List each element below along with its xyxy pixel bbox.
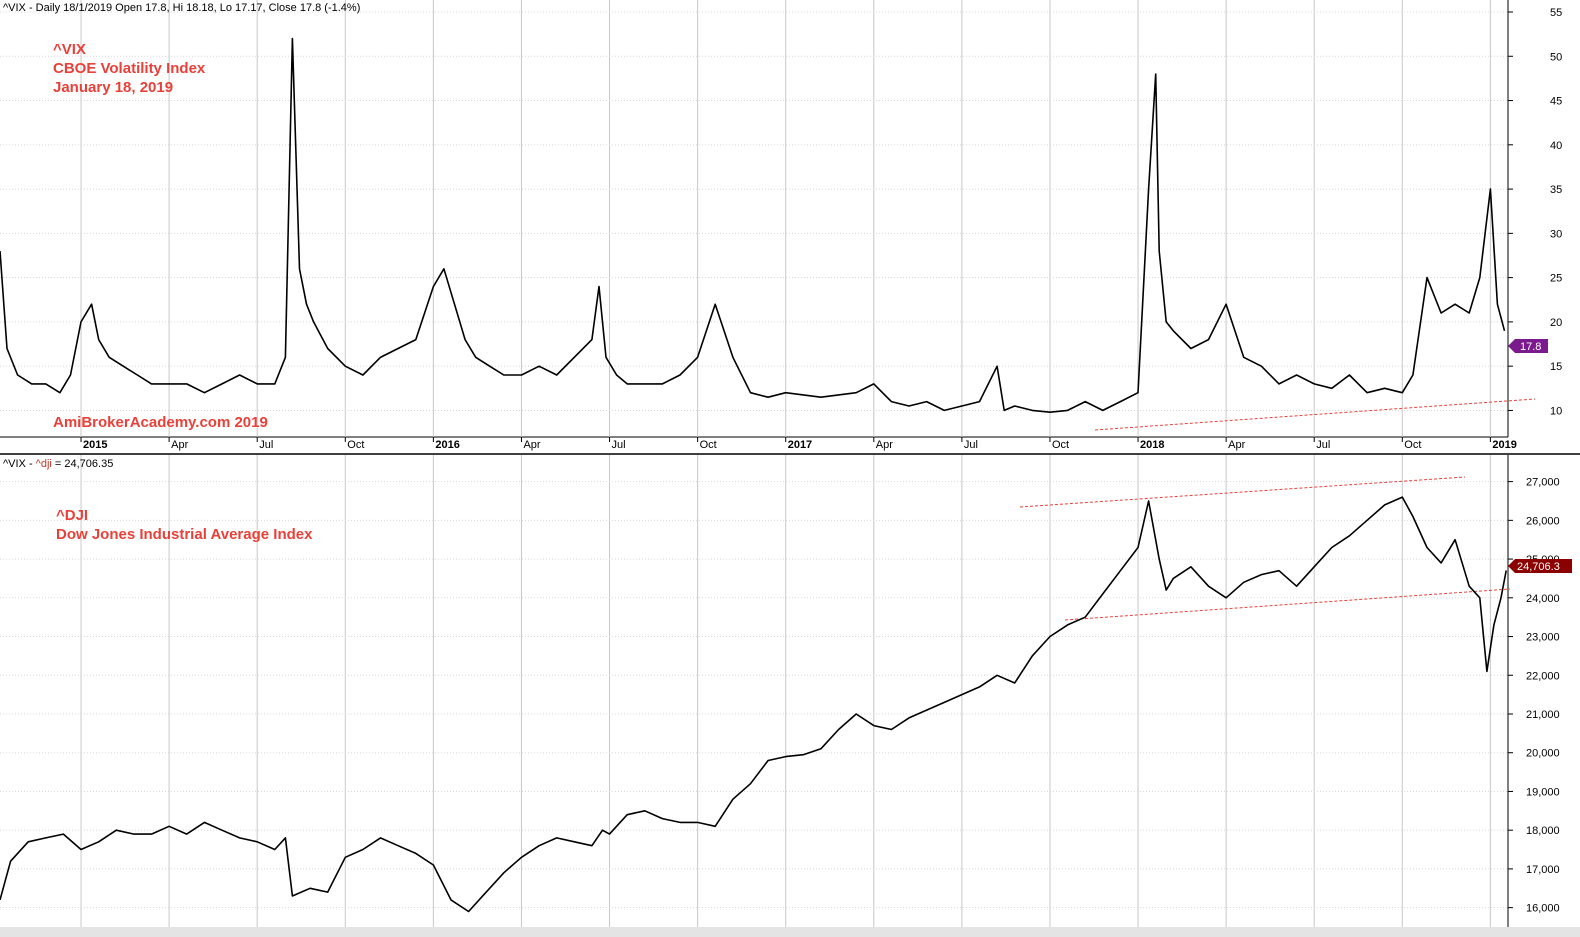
dji-support-trendline — [1064, 588, 1511, 621]
date-tick-label: Jul — [259, 439, 273, 451]
dji-series — [0, 496, 1507, 913]
dji-annotation-ticker: ^DJI — [56, 507, 88, 524]
dji-header-value: = 24,706.35 — [52, 458, 113, 470]
vix-annotation-date: January 18, 2019 — [53, 79, 173, 96]
dji-price-tick-label: 18,000 — [1526, 825, 1560, 837]
date-tick-label: Oct — [347, 439, 364, 451]
date-tick-label: Oct — [1404, 439, 1421, 451]
vix-support-trendline — [1094, 398, 1536, 431]
dji-price-tick-label: 23,000 — [1526, 632, 1560, 644]
vix-price-tick-label: 40 — [1550, 140, 1562, 152]
vix-last-value-marker — [1508, 339, 1548, 353]
date-tick-label: Apr — [876, 439, 893, 451]
bottom-scrollbar[interactable] — [0, 927, 1580, 937]
date-tick-label: 2018 — [1140, 439, 1164, 451]
date-tick-label: Jul — [964, 439, 978, 451]
vix-price-axis: 10 15 20 25 30 35 40 45 50 55 — [1508, 7, 1562, 417]
vix-series — [0, 37, 1506, 414]
date-tick-label: Oct — [700, 439, 717, 451]
dji-price-axis: 16,000 17,000 18,000 19,000 20,000 21,000 22,0… — [1508, 477, 1560, 915]
date-tick-label: 2019 — [1492, 439, 1516, 451]
dji-header-name: ^dji — [36, 458, 52, 470]
vix-price-tick-label: 10 — [1550, 405, 1562, 417]
dji-header-prefix: ^VIX - — [3, 458, 36, 470]
dji-price-tick-label: 17,000 — [1526, 864, 1560, 876]
vix-price-tick-label: 45 — [1550, 96, 1562, 108]
vix-price-tick-label: 15 — [1550, 361, 1562, 373]
watermark-text: AmiBrokerAcademy.com 2019 — [53, 414, 268, 431]
date-tick-label: 2016 — [435, 439, 459, 451]
vix-last-value-label: 17.8 — [1520, 341, 1541, 353]
vix-date-axis: 2015 Apr Jul Oct 2016 Apr Jul Oct 2017 Apr Jul Oct 2… — [80, 437, 1517, 451]
dji-price-line — [0, 496, 1507, 913]
date-tick-label: Apr — [1228, 439, 1245, 451]
vix-annotation-ticker: ^VIX — [53, 41, 86, 58]
dji-price-tick-label: 20,000 — [1526, 748, 1560, 760]
dji-last-value-marker — [1508, 559, 1572, 573]
vix-price-tick-label: 50 — [1550, 51, 1562, 63]
dji-price-tick-label: 27,000 — [1526, 477, 1560, 489]
vix-price-tick-label: 25 — [1550, 273, 1562, 285]
vix-last-value-tag: 17.8 — [1508, 339, 1548, 353]
vix-grid — [0, 0, 1508, 437]
dji-resistance-trendline — [1019, 476, 1466, 508]
dji-price-tick-label: 26,000 — [1526, 515, 1560, 527]
dji-header-info: ^VIX - ^dji = 24,706.35 — [3, 458, 113, 470]
date-tick-label: 2017 — [788, 439, 812, 451]
dji-last-value-tag: 24,706.3 — [1508, 559, 1572, 573]
dji-price-tick-label: 22,000 — [1526, 670, 1560, 682]
vix-price-tick-label: 20 — [1550, 317, 1562, 329]
date-tick-label: Jul — [612, 439, 626, 451]
vix-price-line — [0, 37, 1506, 414]
dji-price-tick-label: 21,000 — [1526, 709, 1560, 721]
date-tick-label: Apr — [171, 439, 188, 451]
dji-last-value-label: 24,706.3 — [1517, 561, 1560, 573]
vix-panel-frame — [0, 0, 1580, 455]
dji-price-tick-label: 16,000 — [1526, 903, 1560, 915]
vix-price-tick-label: 30 — [1550, 228, 1562, 240]
date-tick-label: Apr — [523, 439, 540, 451]
date-tick-label: 2015 — [83, 439, 107, 451]
dji-price-tick-label: 24,000 — [1526, 593, 1560, 605]
dji-annotation-name: Dow Jones Industrial Average Index — [56, 526, 313, 543]
dji-grid — [0, 455, 1508, 927]
vix-annotation-name: CBOE Volatility Index — [53, 60, 206, 77]
vix-price-tick-label: 35 — [1550, 184, 1562, 196]
date-tick-label: Oct — [1052, 439, 1069, 451]
vix-price-tick-label: 55 — [1550, 7, 1562, 19]
dji-price-tick-label: 19,000 — [1526, 786, 1560, 798]
vix-header-info: ^VIX - Daily 18/1/2019 Open 17.8, Hi 18.… — [3, 2, 360, 14]
date-tick-label: Jul — [1316, 439, 1330, 451]
